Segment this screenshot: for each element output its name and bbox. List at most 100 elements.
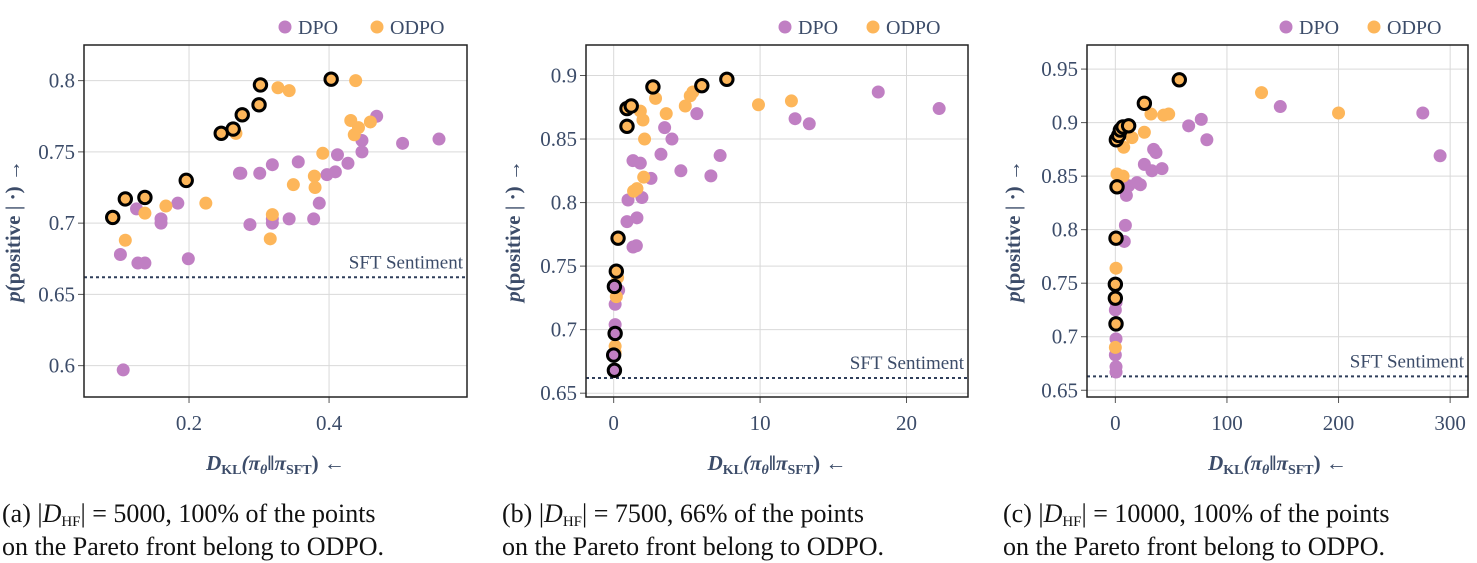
point-dpo: [154, 216, 168, 230]
legend-marker-dpo: [778, 20, 792, 34]
y-tick-label: 0.7: [551, 318, 577, 342]
point-odpo: [307, 169, 321, 183]
caption-line-2: on the Pareto front belong to ODPO.: [2, 532, 384, 561]
point-dpo: [396, 136, 410, 150]
point-odpo: [351, 121, 365, 135]
point-dpo: [312, 196, 326, 210]
y-label-p: p: [1001, 291, 1025, 304]
caption-d: D: [543, 499, 563, 528]
caption-post: | = 7500, 66% of the points: [582, 499, 864, 528]
point-dpo: [138, 256, 152, 270]
y-label-rest: (positive | ·) →: [1, 160, 25, 291]
point-dpo: [633, 156, 647, 170]
pareto-point-odpo: [1109, 179, 1125, 195]
point-dpo: [629, 239, 643, 253]
legend-label-dpo: DPO: [798, 17, 838, 39]
x-label-close: ) ←: [813, 451, 846, 475]
pareto-point-odpo: [178, 172, 194, 189]
x-axis-label: DKL(πθ‖πSFT) ←: [707, 451, 847, 478]
panel-b: 0 10 20 0.65 0.7 0.75 0.8 0.85 0.9 SFT Sentiment D…: [501, 17, 969, 561]
point-dpo: [113, 247, 127, 261]
x-tick-label: 300: [1434, 411, 1466, 435]
legend-label-odpo: ODPO: [1387, 17, 1441, 39]
x-label-open: (π: [1243, 451, 1262, 475]
x-label-d: D: [707, 451, 723, 475]
legend-label-dpo: DPO: [1299, 17, 1339, 39]
point-dpo: [234, 166, 248, 180]
x-tick-label: 10: [750, 411, 771, 435]
x-axis-label: DKL(πθ‖πSFT) ←: [205, 451, 345, 478]
x-label-mid: ‖π: [267, 451, 286, 475]
caption-line-2: on the Pareto front belong to ODPO.: [502, 532, 884, 561]
point-odpo: [784, 94, 798, 108]
point-dpo: [330, 148, 344, 162]
y-tick-label: 0.75: [540, 254, 577, 278]
caption-hf: HF: [1062, 514, 1081, 530]
plot-frame: [83, 44, 468, 398]
pareto-point-odpo: [137, 189, 153, 206]
y-tick-label: 0.95: [1041, 57, 1078, 81]
point-odpo: [1109, 261, 1123, 275]
point-odpo: [1332, 106, 1346, 120]
point-odpo: [316, 146, 330, 160]
y-tick-label: 0.7: [1052, 325, 1078, 349]
pareto-point-odpo: [1136, 95, 1153, 112]
x-label-theta: θ: [761, 463, 769, 478]
caption-line-1: (b) |DHF| = 7500, 66% of the points: [502, 499, 864, 530]
point-dpo: [1194, 112, 1208, 126]
x-tick-label: 0.2: [176, 411, 202, 435]
point-dpo: [1118, 218, 1132, 232]
y-tick-label: 0.85: [1041, 164, 1078, 188]
x-tick-label: 0.4: [316, 411, 343, 435]
point-dpo: [282, 212, 296, 226]
x-label-kl: KL: [221, 463, 241, 478]
pareto-point-dpo: [607, 325, 623, 342]
x-label-sft: SFT: [787, 463, 813, 478]
caption-post: | = 5000, 100% of the points: [81, 499, 376, 528]
y-tick-label: 0.7: [49, 211, 75, 235]
point-odpo: [286, 178, 300, 192]
y-tick-label: 0.75: [38, 140, 75, 164]
x-label-close: ) ←: [1314, 451, 1347, 475]
point-dpo: [1145, 164, 1159, 178]
legend-marker-odpo: [370, 20, 384, 34]
point-dpo: [658, 121, 672, 135]
pareto-point-odpo: [719, 71, 735, 88]
point-odpo: [199, 196, 213, 210]
x-tick-label: 0: [608, 411, 619, 435]
pareto-point-odpo: [225, 121, 241, 137]
point-dpo: [802, 117, 816, 131]
point-dpo: [932, 102, 946, 116]
x-label-mid: ‖π: [1269, 451, 1288, 475]
plot-frame: [1086, 44, 1469, 398]
legend-label-dpo: DPO: [298, 17, 338, 39]
sft-label: SFT Sentiment: [850, 353, 965, 374]
y-tick-label: 0.6: [49, 354, 75, 378]
x-label-mid: ‖π: [769, 451, 788, 475]
x-axis-label: DKL(πθ‖πSFT) ←: [1207, 451, 1347, 478]
pareto-point-odpo: [608, 263, 625, 279]
y-axis-label: p(positive | ·) →: [1001, 160, 1025, 304]
x-label-theta: θ: [1262, 463, 1270, 478]
point-dpo: [1273, 100, 1287, 114]
y-tick-label: 0.65: [1041, 378, 1078, 402]
y-label-p: p: [1, 291, 25, 304]
x-label-kl: KL: [723, 463, 743, 478]
point-odpo: [751, 98, 765, 112]
pareto-point-odpo: [1108, 316, 1124, 332]
point-dpo: [1416, 106, 1430, 120]
y-tick-label: 0.65: [540, 381, 577, 405]
point-dpo: [871, 85, 885, 99]
point-dpo: [690, 107, 704, 121]
pareto-point-odpo: [1108, 230, 1124, 246]
point-odpo: [636, 113, 650, 127]
point-odpo: [1125, 131, 1139, 145]
point-odpo: [638, 132, 652, 146]
caption-pre: (c) |: [1003, 499, 1044, 528]
pareto-point-odpo: [1120, 118, 1137, 134]
y-tick-label: 0.75: [1041, 271, 1078, 295]
caption-d: D: [42, 499, 62, 528]
pareto-point-odpo: [694, 77, 710, 94]
point-dpo: [704, 169, 718, 183]
point-dpo: [432, 132, 446, 146]
